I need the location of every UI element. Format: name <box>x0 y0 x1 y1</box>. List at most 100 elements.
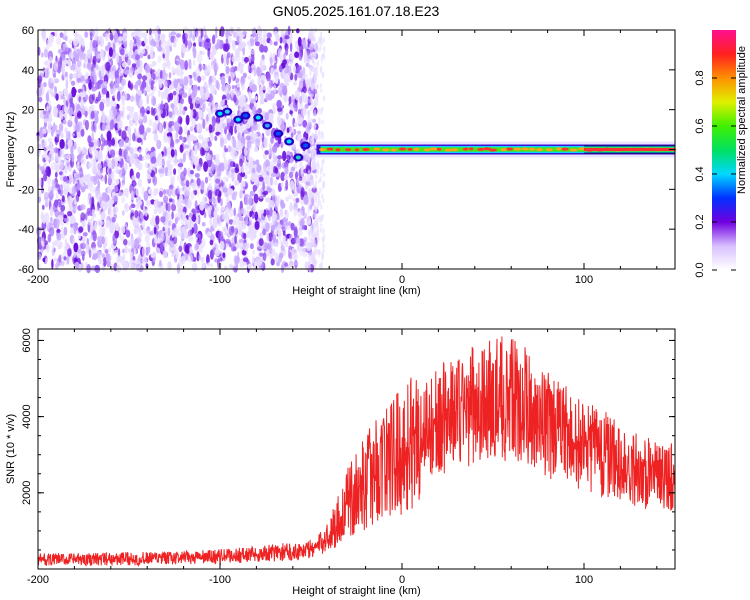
noise-blob <box>124 202 129 213</box>
noise-blob <box>307 201 310 210</box>
noise-blob <box>114 167 120 174</box>
noise-blob <box>116 256 120 264</box>
noise-blob <box>122 248 125 254</box>
noise-blob <box>258 238 264 247</box>
noise-blob <box>292 102 298 109</box>
noise-blob <box>209 239 214 246</box>
noise-blob <box>66 254 70 265</box>
noise-blob <box>233 207 236 217</box>
noise-blob <box>136 79 141 87</box>
noise-blob <box>232 31 237 38</box>
noise-blob <box>217 81 220 91</box>
noise-blob <box>257 32 262 40</box>
noise-blob <box>176 185 180 195</box>
noise-blob <box>157 81 163 89</box>
noise-blob <box>80 262 84 271</box>
noise-blob <box>155 104 158 115</box>
noise-blob <box>96 138 100 149</box>
noise-blob <box>141 220 146 229</box>
noise-blob <box>122 174 126 183</box>
noise-blob <box>117 86 123 91</box>
noise-blob <box>88 141 94 148</box>
noise-blob <box>255 159 260 166</box>
noise-blob <box>212 164 217 170</box>
noise-blob <box>322 72 325 79</box>
noise-blob <box>63 217 69 223</box>
noise-blob <box>269 56 273 66</box>
noise-blob <box>56 228 61 234</box>
noise-blob <box>188 40 192 50</box>
noise-blob <box>122 91 128 101</box>
noise-blob <box>256 66 261 77</box>
noise-blob <box>201 263 206 268</box>
noise-blob <box>54 147 59 154</box>
noise-blob <box>319 67 322 74</box>
noise-blob <box>110 199 115 205</box>
noise-blob <box>133 111 139 122</box>
noise-blob <box>174 217 178 225</box>
noise-blob <box>218 230 224 241</box>
noise-blob <box>249 210 253 218</box>
band-peak <box>326 147 334 151</box>
noise-blob <box>177 58 181 66</box>
noise-blob <box>144 161 149 169</box>
noise-blob <box>76 161 80 169</box>
noise-blob <box>83 174 89 183</box>
noise-blob <box>63 256 67 261</box>
noise-blob <box>146 94 150 105</box>
noise-blob <box>57 244 62 250</box>
noise-blob <box>157 152 163 161</box>
noise-blob <box>248 55 252 63</box>
signal-blob <box>224 109 230 114</box>
noise-blob <box>153 234 157 244</box>
noise-blob <box>163 102 169 111</box>
noise-blob <box>54 218 60 230</box>
noise-blob <box>249 243 254 250</box>
noise-blob <box>43 161 47 169</box>
noise-blob <box>114 249 119 254</box>
noise-blob <box>111 192 116 197</box>
noise-blob <box>294 51 300 59</box>
noise-blob <box>322 37 325 43</box>
noise-blob <box>280 244 285 251</box>
noise-blob <box>134 120 138 127</box>
noise-blob <box>305 81 310 90</box>
noise-blob <box>160 232 165 242</box>
noise-blob <box>117 191 123 197</box>
noise-blob <box>113 206 116 215</box>
noise-blob <box>129 65 135 73</box>
noise-blob <box>319 187 322 194</box>
noise-blob <box>308 90 311 98</box>
noise-blob <box>66 183 70 192</box>
noise-blob <box>53 105 56 114</box>
noise-blob <box>221 214 226 220</box>
noise-blob <box>96 110 99 115</box>
noise-blob <box>314 173 318 179</box>
noise-blob <box>148 165 152 173</box>
spectrogram-signal-band <box>316 141 677 158</box>
noise-blob <box>68 130 71 140</box>
noise-blob <box>209 135 214 141</box>
noise-blob <box>132 132 136 142</box>
noise-blob <box>131 63 137 68</box>
noise-blob <box>277 229 282 240</box>
noise-blob <box>230 70 234 81</box>
noise-blob <box>51 128 54 137</box>
noise-blob <box>64 29 67 38</box>
noise-blob <box>305 154 309 160</box>
noise-blob <box>238 238 244 243</box>
noise-blob <box>167 188 172 197</box>
noise-blob <box>169 120 175 126</box>
noise-blob <box>61 195 65 203</box>
noise-blob <box>129 95 135 102</box>
noise-blob <box>321 119 324 125</box>
noise-blob <box>243 146 248 156</box>
noise-blob <box>153 133 159 142</box>
noise-blob <box>191 227 195 234</box>
noise-blob <box>258 217 262 222</box>
band-peak <box>398 147 407 151</box>
noise-blob <box>150 106 154 116</box>
colorbar-tick-label: 0.0 <box>694 262 706 277</box>
noise-blob <box>49 206 53 217</box>
noise-blob <box>61 53 66 62</box>
